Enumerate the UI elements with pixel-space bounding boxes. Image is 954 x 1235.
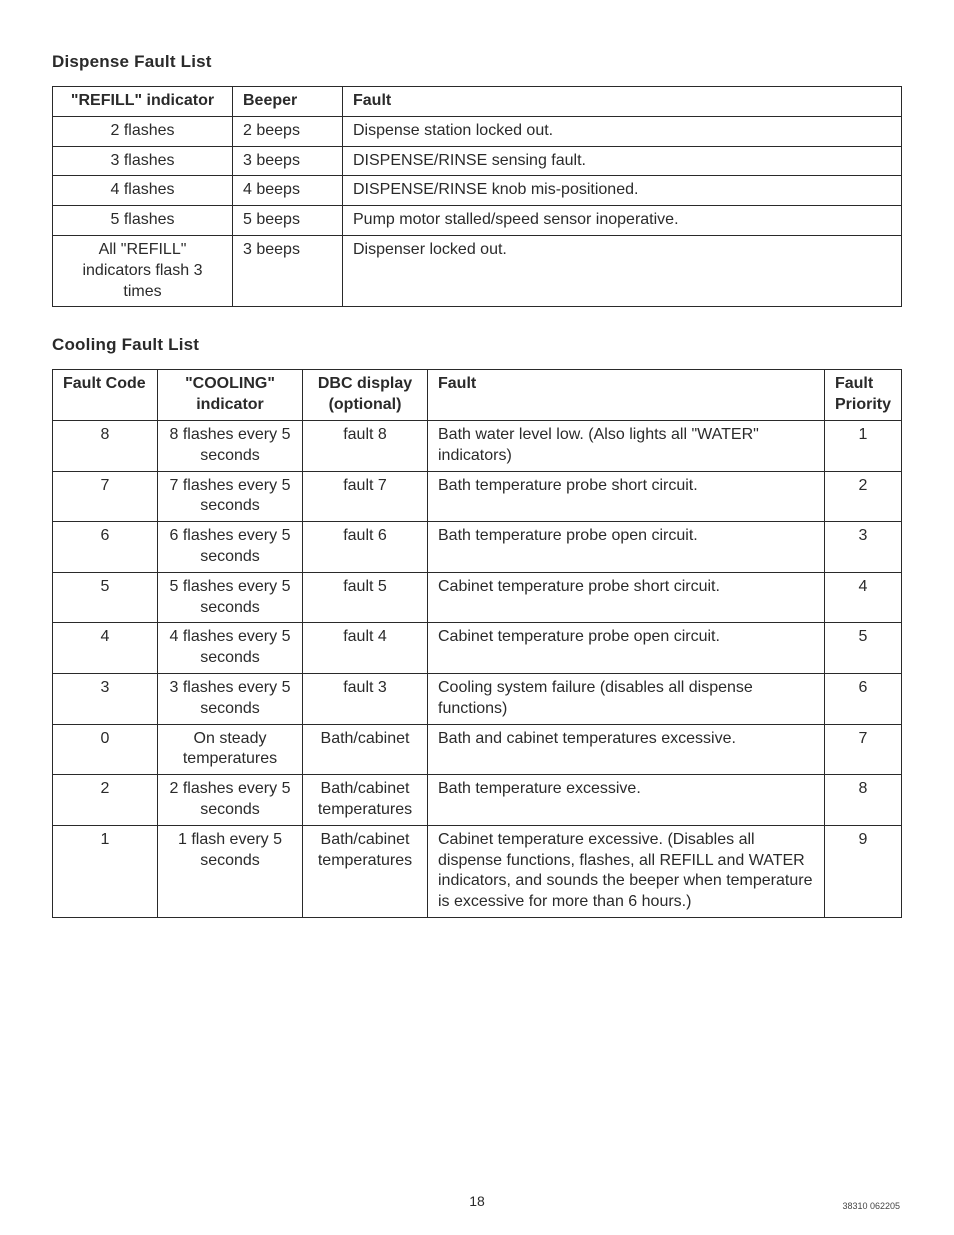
cell-cooling-indicator: 6 flashes every 5 seconds bbox=[158, 522, 303, 573]
cooling-col-header: "COOLING" indicator bbox=[158, 370, 303, 421]
table-header-row: "REFILL" indicator Beeper Fault bbox=[53, 87, 902, 117]
cell-cooling-indicator: 1 flash every 5 seconds bbox=[158, 825, 303, 917]
cell-beeper: 4 beeps bbox=[233, 176, 343, 206]
cell-priority: 3 bbox=[824, 522, 901, 573]
cell-beeper: 3 beeps bbox=[233, 235, 343, 306]
cell-cooling-indicator: 3 flashes every 5 seconds bbox=[158, 673, 303, 724]
cell-priority: 5 bbox=[824, 623, 901, 674]
table-row: 2 2 flashes every 5 seconds Bath/cabinet… bbox=[53, 775, 902, 826]
table-row: 5 5 flashes every 5 seconds fault 5 Cabi… bbox=[53, 572, 902, 623]
table-row: 4 4 flashes every 5 seconds fault 4 Cabi… bbox=[53, 623, 902, 674]
cell-dbc-display: Bath/cabinet temperatures bbox=[303, 775, 428, 826]
cell-fault-code: 1 bbox=[53, 825, 158, 917]
cell-refill-indicator: 2 flashes bbox=[53, 116, 233, 146]
cell-fault: Cabinet temperature excessive. (Disables… bbox=[428, 825, 825, 917]
cell-fault-code: 5 bbox=[53, 572, 158, 623]
cell-fault: Cabinet temperature probe short circuit. bbox=[428, 572, 825, 623]
cell-fault: Cabinet temperature probe open circuit. bbox=[428, 623, 825, 674]
cell-refill-indicator: All "REFILL" indicators flash 3 times bbox=[53, 235, 233, 306]
cell-refill-indicator: 4 flashes bbox=[53, 176, 233, 206]
cooling-table: Fault Code "COOLING" indicator DBC displ… bbox=[52, 369, 902, 918]
cooling-col-header: DBC display (optional) bbox=[303, 370, 428, 421]
cell-cooling-indicator: 5 flashes every 5 seconds bbox=[158, 572, 303, 623]
dispense-col-header: Fault bbox=[343, 87, 902, 117]
cell-dbc-display: fault 7 bbox=[303, 471, 428, 522]
dispense-table: "REFILL" indicator Beeper Fault 2 flashe… bbox=[52, 86, 902, 307]
cell-fault: Bath and cabinet temperatures excessive. bbox=[428, 724, 825, 775]
cell-fault: Dispenser locked out. bbox=[343, 235, 902, 306]
cell-fault-code: 7 bbox=[53, 471, 158, 522]
cooling-title: Cooling Fault List bbox=[52, 335, 902, 355]
cell-dbc-display: fault 5 bbox=[303, 572, 428, 623]
cell-fault-code: 0 bbox=[53, 724, 158, 775]
table-row: 2 flashes 2 beeps Dispense station locke… bbox=[53, 116, 902, 146]
cooling-col-header: Fault Code bbox=[53, 370, 158, 421]
dispense-col-header: "REFILL" indicator bbox=[53, 87, 233, 117]
cell-cooling-indicator: On steady temperatures bbox=[158, 724, 303, 775]
cell-fault: Bath water level low. (Also lights all "… bbox=[428, 420, 825, 471]
cell-fault: Cooling system failure (disables all dis… bbox=[428, 673, 825, 724]
cell-dbc-display: fault 8 bbox=[303, 420, 428, 471]
table-row: 3 flashes 3 beeps DISPENSE/RINSE sensing… bbox=[53, 146, 902, 176]
cooling-col-header: Fault Priority bbox=[824, 370, 901, 421]
cell-fault-code: 8 bbox=[53, 420, 158, 471]
cell-beeper: 3 beeps bbox=[233, 146, 343, 176]
table-row: All "REFILL" indicators flash 3 times 3 … bbox=[53, 235, 902, 306]
cell-priority: 7 bbox=[824, 724, 901, 775]
cell-beeper: 2 beeps bbox=[233, 116, 343, 146]
dispense-title: Dispense Fault List bbox=[52, 52, 902, 72]
cell-fault-code: 3 bbox=[53, 673, 158, 724]
cell-fault: Bath temperature probe short circuit. bbox=[428, 471, 825, 522]
cell-fault: Dispense station locked out. bbox=[343, 116, 902, 146]
table-row: 5 flashes 5 beeps Pump motor stalled/spe… bbox=[53, 206, 902, 236]
cell-fault: DISPENSE/RINSE knob mis-positioned. bbox=[343, 176, 902, 206]
table-row: 8 8 flashes every 5 seconds fault 8 Bath… bbox=[53, 420, 902, 471]
cell-dbc-display: Bath/cabinet bbox=[303, 724, 428, 775]
cell-fault-code: 2 bbox=[53, 775, 158, 826]
table-row: 6 6 flashes every 5 seconds fault 6 Bath… bbox=[53, 522, 902, 573]
cell-priority: 9 bbox=[824, 825, 901, 917]
table-row: 3 3 flashes every 5 seconds fault 3 Cool… bbox=[53, 673, 902, 724]
cell-beeper: 5 beeps bbox=[233, 206, 343, 236]
cell-fault-code: 4 bbox=[53, 623, 158, 674]
cooling-col-header: Fault bbox=[428, 370, 825, 421]
table-header-row: Fault Code "COOLING" indicator DBC displ… bbox=[53, 370, 902, 421]
cell-cooling-indicator: 2 flashes every 5 seconds bbox=[158, 775, 303, 826]
cell-dbc-display: fault 4 bbox=[303, 623, 428, 674]
cell-refill-indicator: 3 flashes bbox=[53, 146, 233, 176]
cell-cooling-indicator: 4 flashes every 5 seconds bbox=[158, 623, 303, 674]
cell-cooling-indicator: 7 flashes every 5 seconds bbox=[158, 471, 303, 522]
page-number: 18 bbox=[0, 1193, 954, 1209]
cell-fault: Pump motor stalled/speed sensor inoperat… bbox=[343, 206, 902, 236]
table-row: 0 On steady temperatures Bath/cabinet Ba… bbox=[53, 724, 902, 775]
cell-dbc-display: Bath/cabinet temperatures bbox=[303, 825, 428, 917]
cell-cooling-indicator: 8 flashes every 5 seconds bbox=[158, 420, 303, 471]
cell-dbc-display: fault 6 bbox=[303, 522, 428, 573]
cell-fault: Bath temperature excessive. bbox=[428, 775, 825, 826]
cell-priority: 2 bbox=[824, 471, 901, 522]
cell-priority: 1 bbox=[824, 420, 901, 471]
dispense-col-header: Beeper bbox=[233, 87, 343, 117]
table-row: 1 1 flash every 5 seconds Bath/cabinet t… bbox=[53, 825, 902, 917]
cell-refill-indicator: 5 flashes bbox=[53, 206, 233, 236]
cell-priority: 6 bbox=[824, 673, 901, 724]
cell-dbc-display: fault 3 bbox=[303, 673, 428, 724]
cell-fault: DISPENSE/RINSE sensing fault. bbox=[343, 146, 902, 176]
cell-fault-code: 6 bbox=[53, 522, 158, 573]
footer-code: 38310 062205 bbox=[842, 1201, 900, 1211]
cell-priority: 8 bbox=[824, 775, 901, 826]
cell-priority: 4 bbox=[824, 572, 901, 623]
table-row: 4 flashes 4 beeps DISPENSE/RINSE knob mi… bbox=[53, 176, 902, 206]
cell-fault: Bath temperature probe open circuit. bbox=[428, 522, 825, 573]
table-row: 7 7 flashes every 5 seconds fault 7 Bath… bbox=[53, 471, 902, 522]
